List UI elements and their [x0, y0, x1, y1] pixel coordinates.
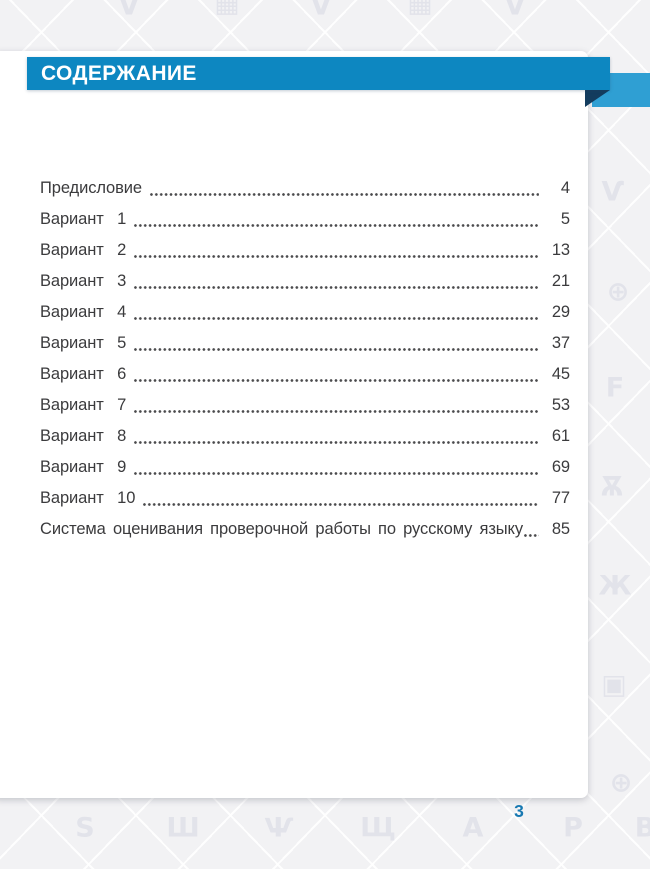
watermark-glyph-icon: Ж [598, 570, 632, 602]
dot-leader [133, 452, 539, 483]
dot-leader [149, 173, 539, 204]
watermark-glyph-icon: ⊕ [609, 767, 633, 799]
toc-row: Вариант 6 45 [40, 359, 570, 390]
toc-entry-label: Система оценивания проверочной работы по… [40, 520, 523, 538]
toc-row: Вариант 8 61 [40, 421, 570, 452]
toc-row: Вариант 7 53 [40, 390, 570, 421]
toc-entry-page: 53 [551, 396, 570, 414]
dot-leader [133, 421, 539, 452]
toc-list: Предисловие 4 Вариант 1 5 Вариант 2 13 В… [40, 173, 570, 545]
toc-entry-label: Предисловие [40, 179, 142, 197]
toc-entry-page: 61 [551, 427, 570, 445]
dot-leader [133, 390, 539, 421]
toc-entry-page: 13 [551, 241, 570, 259]
dot-leader [133, 204, 539, 235]
dot-leader [133, 235, 539, 266]
toc-row: Вариант 9 69 [40, 452, 570, 483]
dot-leader [133, 328, 539, 359]
watermark-glyph-icon: Ѵ [310, 0, 334, 22]
toc-entry-label: Вариант 7 [40, 396, 127, 414]
watermark-glyph-icon: Р [563, 812, 583, 844]
watermark-glyph-icon: Ѫ [600, 471, 624, 503]
watermark-glyph-icon: Ѕ [75, 812, 95, 844]
toc-entry-page: 45 [551, 365, 570, 383]
toc-entry-page: 77 [551, 489, 570, 507]
watermark-glyph-icon: Ѵ [118, 0, 142, 22]
watermark-glyph-icon: А [462, 812, 484, 844]
content-page-card: Предисловие 4 Вариант 1 5 Вариант 2 13 В… [0, 51, 588, 798]
toc-entry-page: 85 [551, 520, 570, 538]
watermark-glyph-icon: ▦ [214, 0, 240, 19]
toc-entry-page: 37 [551, 334, 570, 352]
toc-row: Вариант 10 77 [40, 483, 570, 514]
watermark-glyph-icon: ▦ [407, 0, 433, 19]
toc-entry-label: Вариант 5 [40, 334, 127, 352]
toc-entry-label: Вариант 9 [40, 458, 127, 476]
watermark-glyph-icon: Щ [360, 812, 396, 844]
toc-entry-label: Вариант 2 [40, 241, 127, 259]
watermark-glyph-icon: Ѵ [504, 0, 528, 22]
page-title: СОДЕРЖАНИЕ [41, 62, 197, 85]
watermark-glyph-icon: Ш [166, 812, 200, 844]
toc-entry-page: 5 [560, 210, 570, 228]
toc-entry-page: 69 [551, 458, 570, 476]
watermark-glyph-icon: Ѵ [601, 176, 625, 208]
watermark-glyph-icon: В [634, 812, 650, 844]
toc-row: Система оценивания проверочной работы по… [40, 514, 570, 545]
toc-entry-page: 29 [551, 303, 570, 321]
toc-entry-label: Вариант 1 [40, 210, 127, 228]
toc-entry-label: Вариант 3 [40, 272, 127, 290]
toc-row: Предисловие 4 [40, 173, 570, 204]
watermark-glyph-icon: ⊕ [606, 276, 630, 308]
toc-entry-label: Вариант 10 [40, 489, 136, 507]
toc-entry-page: 4 [560, 179, 570, 197]
watermark-glyph-icon: ▣ [601, 669, 627, 701]
toc-entry-label: Вариант 8 [40, 427, 127, 445]
contents-header-banner: СОДЕРЖАНИЕ [27, 57, 610, 90]
dot-leader [133, 359, 539, 390]
dot-leader [523, 514, 539, 545]
dot-leader [142, 483, 539, 514]
dot-leader [133, 266, 539, 297]
toc-entry-label: Вариант 6 [40, 365, 127, 383]
toc-entry-page: 21 [551, 272, 570, 290]
dot-leader [133, 297, 539, 328]
page-number: 3 [514, 801, 524, 821]
toc-row: Вариант 5 37 [40, 328, 570, 359]
toc-row: Вариант 1 5 [40, 204, 570, 235]
watermark-glyph-icon: F [605, 372, 625, 404]
toc-row: Вариант 4 29 [40, 297, 570, 328]
watermark-glyph-icon: Ѱ [264, 812, 294, 844]
toc-row: Вариант 2 13 [40, 235, 570, 266]
toc-row: Вариант 3 21 [40, 266, 570, 297]
toc-entry-label: Вариант 4 [40, 303, 127, 321]
